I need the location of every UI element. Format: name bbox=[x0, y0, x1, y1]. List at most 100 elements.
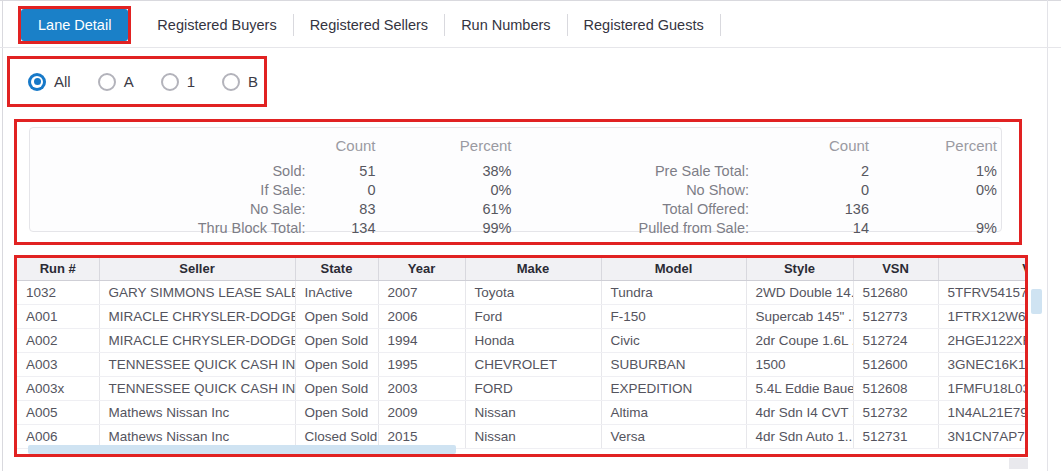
table-cell: Nissan bbox=[465, 400, 601, 424]
sale-summary-panel: Count Percent Sold: 51 38% If Sale: 0 0%… bbox=[29, 127, 1002, 232]
table-cell: 3GNEC16K1SG bbox=[938, 352, 1028, 376]
stat-count: 0 bbox=[749, 181, 869, 200]
table-cell: 1994 bbox=[378, 328, 465, 352]
table-cell: F-150 bbox=[601, 304, 746, 328]
col-header-make[interactable]: Make bbox=[465, 258, 601, 280]
vertical-scrollbar-thumb[interactable] bbox=[1031, 289, 1042, 314]
tab-registered-guests[interactable]: Registered Guests bbox=[568, 17, 720, 33]
table-cell: 2007 bbox=[378, 280, 465, 304]
radio-label: A bbox=[124, 73, 134, 90]
summary-header-row: Count Percent bbox=[516, 136, 1002, 155]
table-cell: Supercab 145" ... bbox=[746, 304, 853, 328]
col-header-vin[interactable]: VIN bbox=[938, 258, 1028, 280]
table-cell: Honda bbox=[465, 328, 601, 352]
radio-all[interactable]: All bbox=[28, 73, 71, 91]
tab-registered-sellers[interactable]: Registered Sellers bbox=[294, 17, 444, 33]
stat-percent: 0% bbox=[376, 181, 516, 200]
stat-count: 14 bbox=[749, 219, 869, 238]
table-cell: Tundra bbox=[601, 280, 746, 304]
tab-registered-buyers[interactable]: Registered Buyers bbox=[141, 17, 292, 33]
table-cell: 2HGEJ122XRH bbox=[938, 328, 1028, 352]
stat-label: Total Offered: bbox=[516, 200, 750, 219]
summary-left: Count Percent Sold: 51 38% If Sale: 0 0%… bbox=[30, 136, 516, 231]
stat-count: 0 bbox=[306, 181, 376, 200]
col-header-run-number[interactable]: Run # bbox=[17, 258, 99, 280]
table-row[interactable]: A003 TENNESSEE QUICK CASH INC Open Sold … bbox=[17, 352, 1028, 376]
table-cell: Altima bbox=[601, 400, 746, 424]
lane-filter-group: All A 1 B bbox=[7, 56, 267, 107]
tab-lane-detail[interactable]: Lane Detail bbox=[21, 9, 128, 41]
summary-row-total-offered: Total Offered: 136 bbox=[516, 200, 1002, 219]
table-cell: 512732 bbox=[853, 400, 938, 424]
table-cell: Nissan bbox=[465, 424, 601, 448]
active-tab-annotation-box: Lane Detail bbox=[18, 6, 131, 44]
table-cell: 5TFRV54157X0 bbox=[938, 280, 1028, 304]
table-cell: 1500 bbox=[746, 352, 853, 376]
table-cell: Open Sold bbox=[295, 304, 378, 328]
stat-count: 51 bbox=[306, 162, 376, 181]
table-cell: Civic bbox=[601, 328, 746, 352]
table-cell: A001 bbox=[17, 304, 99, 328]
stat-label: Thru Block Total: bbox=[30, 219, 306, 238]
table-cell: Toyota bbox=[465, 280, 601, 304]
table-cell: Open Sold bbox=[295, 376, 378, 400]
table-cell: Versa bbox=[601, 424, 746, 448]
stat-percent: 38% bbox=[376, 162, 516, 181]
table-cell: TENNESSEE QUICK CASH INC bbox=[99, 352, 295, 376]
panel-left-border bbox=[2, 0, 3, 471]
col-header-style[interactable]: Style bbox=[746, 258, 853, 280]
table-row[interactable]: A001 MIRACLE CHRYSLER-DODGE-J... Open So… bbox=[17, 304, 1028, 328]
table-row[interactable]: A002 MIRACLE CHRYSLER-DODGE-J... Open So… bbox=[17, 328, 1028, 352]
table-cell: A003 bbox=[17, 352, 99, 376]
radio-lane-a[interactable]: A bbox=[98, 73, 134, 91]
table-cell: 512773 bbox=[853, 304, 938, 328]
table-row[interactable]: A005 Mathews Nissan Inc Open Sold 2009 N… bbox=[17, 400, 1028, 424]
summary-row-no-sale: No Sale: 83 61% bbox=[30, 200, 516, 219]
summary-row-pre-sale-total: Pre Sale Total: 2 1% bbox=[516, 162, 1002, 181]
summary-row-thru-block-total: Thru Block Total: 134 99% bbox=[30, 219, 516, 238]
table-cell: 3N1CN7AP7FL bbox=[938, 424, 1028, 448]
stat-count: 134 bbox=[306, 219, 376, 238]
table-cell: 4dr Sdn I4 CVT ... bbox=[746, 400, 853, 424]
table-cell: InActive bbox=[295, 280, 378, 304]
scrollbar-corner bbox=[1009, 458, 1028, 469]
count-header: Count bbox=[749, 136, 869, 155]
summary-right: Count Percent Pre Sale Total: 2 1% No Sh… bbox=[516, 136, 1002, 231]
table-row[interactable]: 1032 GARY SIMMONS LEASE SALES ... InActi… bbox=[17, 280, 1028, 304]
sale-summary-annotation-box: Count Percent Sold: 51 38% If Sale: 0 0%… bbox=[14, 119, 1022, 245]
stat-label: No Sale: bbox=[30, 200, 306, 219]
col-header-model[interactable]: Model bbox=[601, 258, 746, 280]
stat-count: 136 bbox=[749, 200, 869, 219]
run-list-grid: Run # Seller State Year Make Model Style… bbox=[14, 255, 1028, 457]
table-cell: 1FTRX12W66N bbox=[938, 304, 1028, 328]
table-cell: Open Sold bbox=[295, 328, 378, 352]
table-cell: 2009 bbox=[378, 400, 465, 424]
radio-lane-1[interactable]: 1 bbox=[161, 73, 195, 91]
tab-run-numbers[interactable]: Run Numbers bbox=[445, 17, 566, 33]
col-header-year[interactable]: Year bbox=[378, 258, 465, 280]
col-header-state[interactable]: State bbox=[295, 258, 378, 280]
summary-row-if-sale: If Sale: 0 0% bbox=[30, 181, 516, 200]
table-cell: 1FMFU18L03L bbox=[938, 376, 1028, 400]
table-row[interactable]: A003x TENNESSEE QUICK CASH INC Open Sold… bbox=[17, 376, 1028, 400]
panel-right-border bbox=[1047, 0, 1048, 471]
radio-unselected-icon bbox=[222, 73, 240, 91]
radio-lane-b[interactable]: B bbox=[222, 73, 258, 91]
col-header-seller[interactable]: Seller bbox=[99, 258, 295, 280]
spacer bbox=[30, 136, 306, 155]
count-header: Count bbox=[306, 136, 376, 155]
stat-count: 2 bbox=[749, 162, 869, 181]
stat-percent: 99% bbox=[376, 219, 516, 238]
percent-header: Percent bbox=[869, 136, 1001, 155]
table-cell: CHEVROLET bbox=[465, 352, 601, 376]
radio-label: 1 bbox=[187, 73, 195, 90]
table-cell: EXPEDITION bbox=[601, 376, 746, 400]
summary-row-sold: Sold: 51 38% bbox=[30, 162, 516, 181]
stat-label: If Sale: bbox=[30, 181, 306, 200]
col-header-vsn[interactable]: VSN bbox=[853, 258, 938, 280]
horizontal-scrollbar-thumb[interactable] bbox=[28, 445, 456, 454]
percent-header: Percent bbox=[376, 136, 516, 155]
stat-label: Pre Sale Total: bbox=[516, 162, 750, 181]
table-cell: Mathews Nissan Inc bbox=[99, 400, 295, 424]
stat-percent: 9% bbox=[869, 219, 1001, 238]
